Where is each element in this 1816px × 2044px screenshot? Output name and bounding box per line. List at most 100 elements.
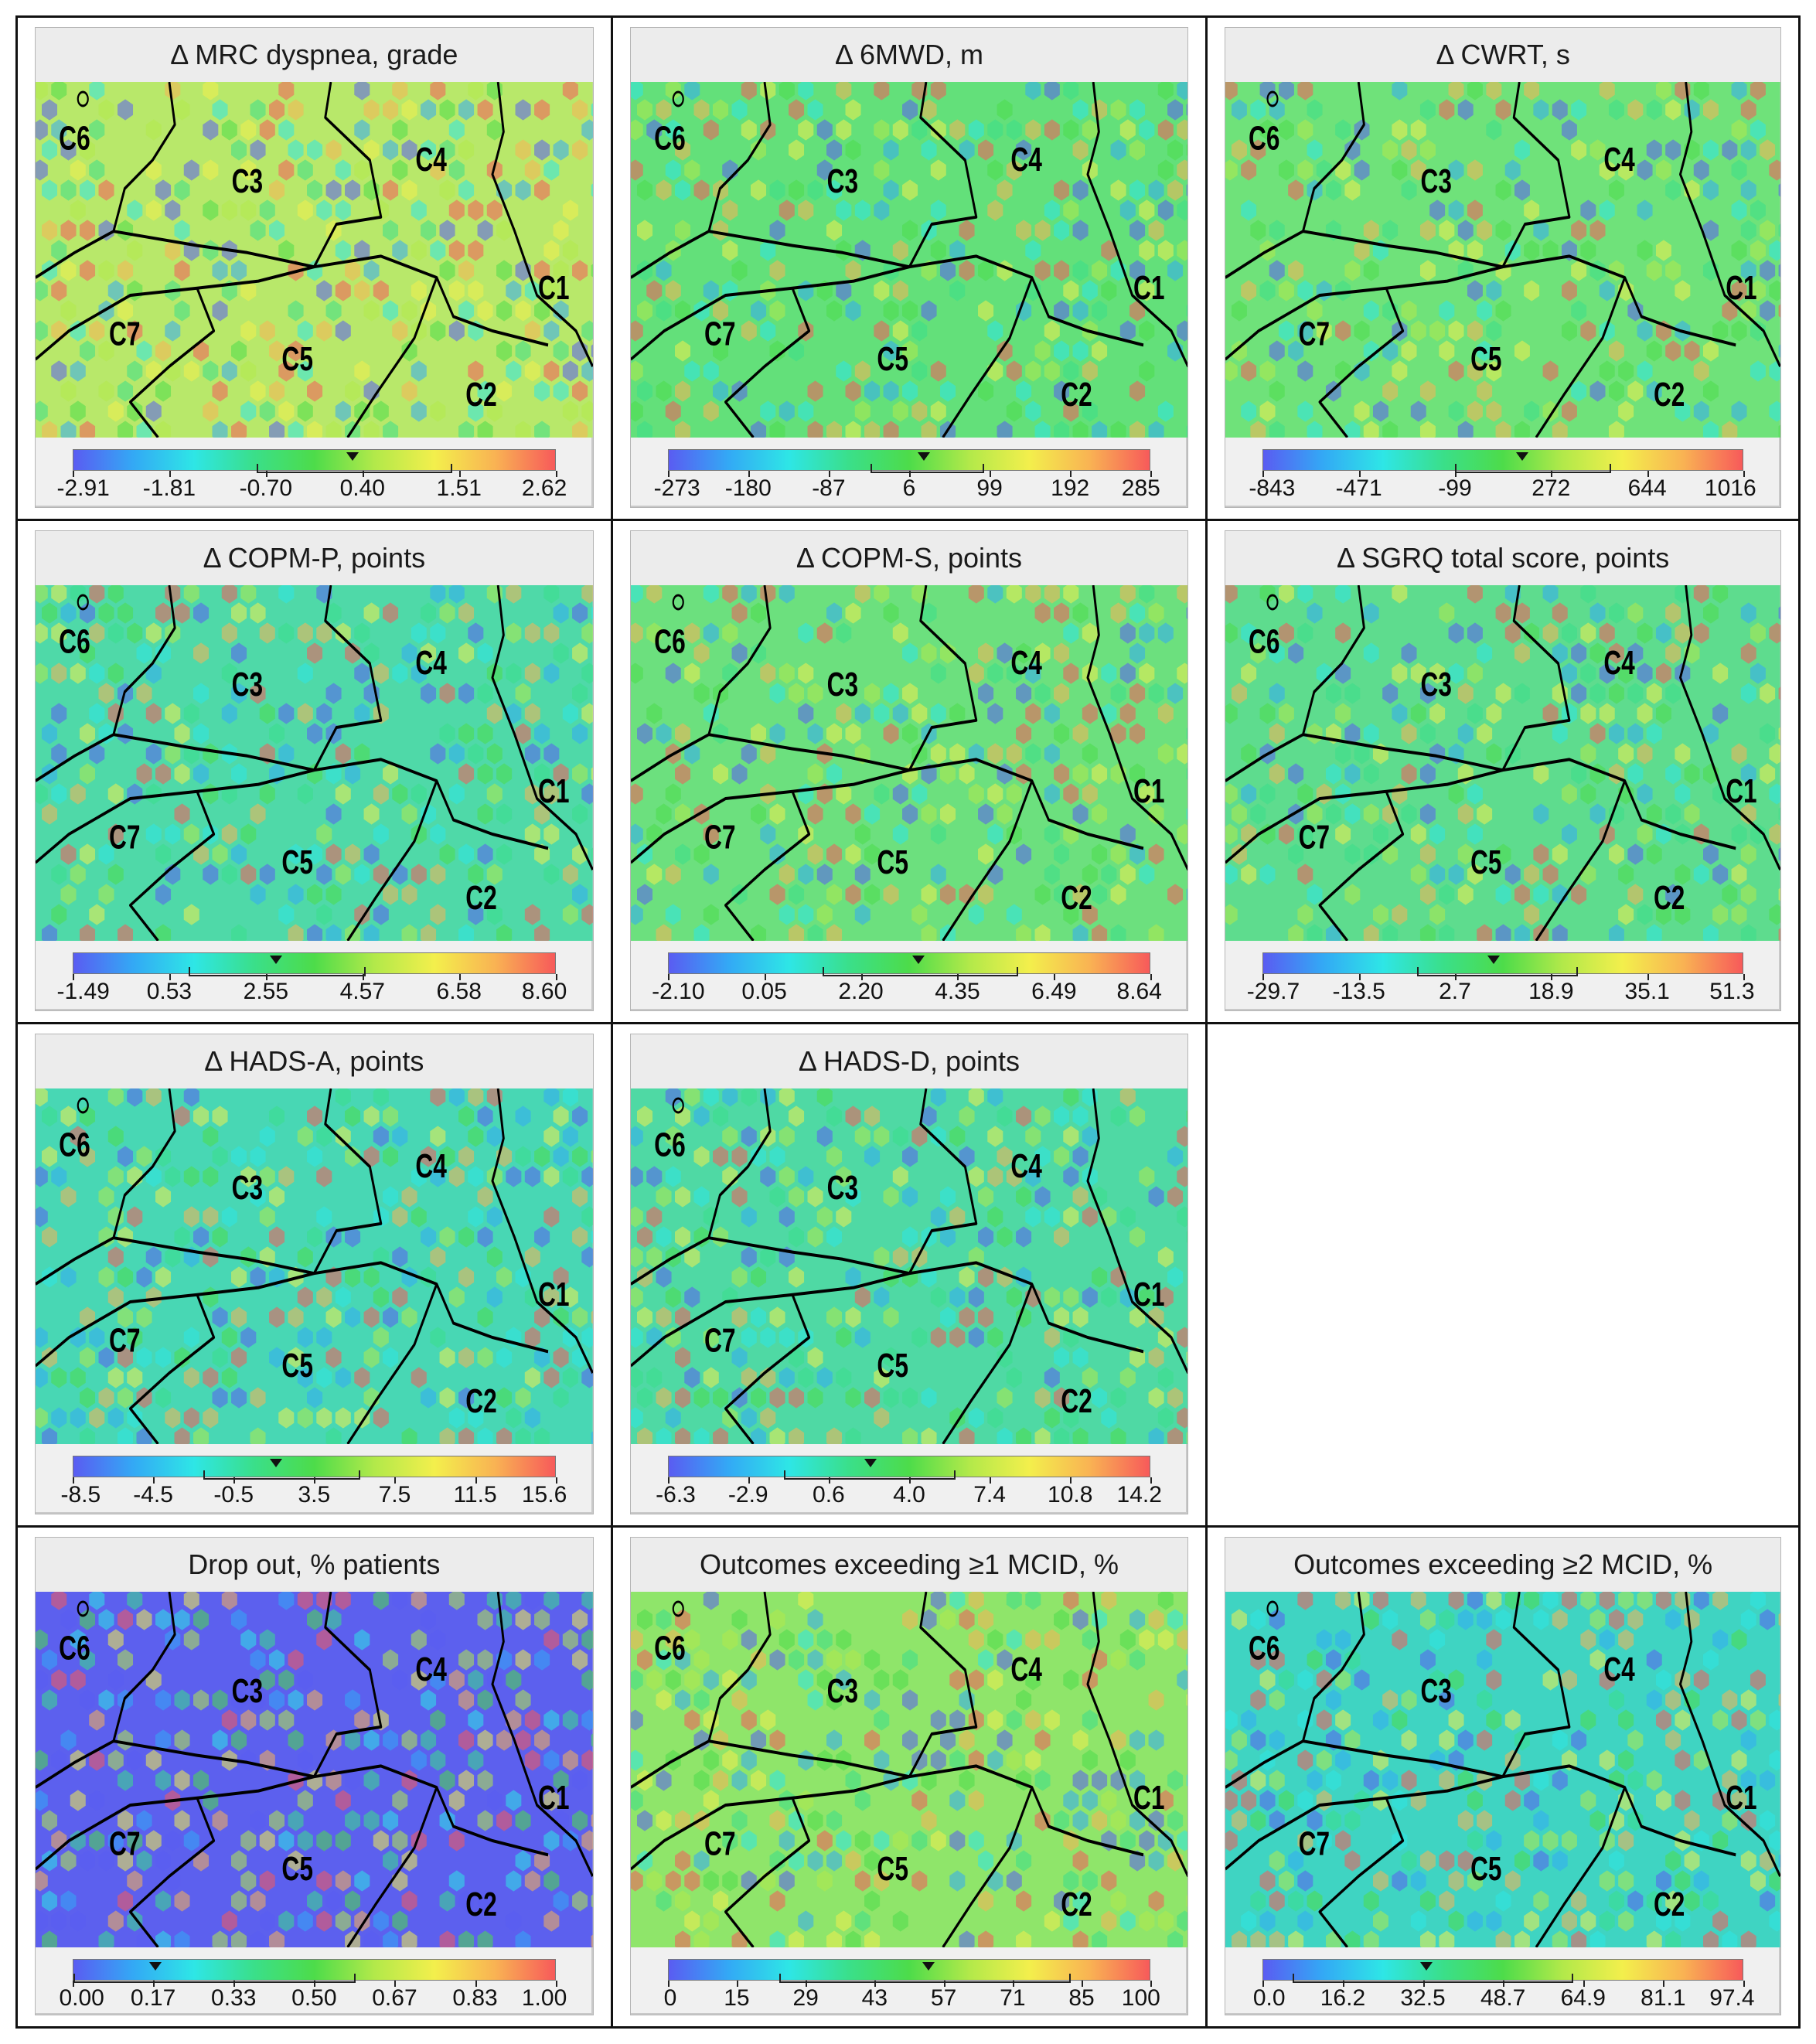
colorbar-tick-label: 0.83 (452, 1985, 498, 2011)
som-node (524, 904, 540, 925)
colorbar-tick-label: 2.20 (838, 979, 884, 1004)
som-node (581, 1206, 593, 1228)
som-node (1062, 1126, 1078, 1147)
som-node (335, 1088, 351, 1107)
colorbar-tick-label: 1016 (1704, 475, 1756, 501)
som-node (788, 924, 804, 941)
cluster-border (313, 82, 383, 268)
som-node (1110, 683, 1126, 704)
som-node (1486, 1709, 1502, 1731)
som-node (553, 300, 569, 322)
colorbar-ticks: -8.5 -4.5 -0.5 3.5 7.5 11.5 15.6 (60, 1477, 567, 1511)
colorbar-tick-label: 100 (1121, 1985, 1160, 2011)
som-node (1326, 1770, 1342, 1791)
som-node (1053, 220, 1069, 241)
som-node (70, 1126, 86, 1147)
som-node (1675, 743, 1691, 765)
som-node (1731, 743, 1747, 765)
som-node (1373, 1910, 1389, 1932)
som-node (401, 884, 417, 905)
som-node (1110, 1729, 1126, 1751)
som-node (1044, 1910, 1060, 1932)
som-node (1703, 380, 1719, 402)
som-node (1778, 424, 1780, 438)
som-node (646, 622, 662, 644)
som-node (1600, 622, 1616, 644)
som-node (562, 1126, 578, 1147)
som-node (543, 1126, 560, 1147)
som-node (1297, 159, 1313, 181)
som-node (269, 1186, 285, 1208)
som-node (1006, 1166, 1022, 1187)
som-node (448, 1830, 465, 1852)
som-node (1335, 783, 1351, 805)
som-node (1477, 340, 1493, 362)
som-node (1157, 1407, 1174, 1429)
som-node (1533, 1609, 1549, 1630)
som-node (307, 1105, 323, 1127)
cluster-label: C4 (1010, 1147, 1042, 1185)
som-node (421, 683, 437, 704)
som-node (939, 803, 956, 825)
som-node (345, 1306, 361, 1328)
som-node (883, 340, 899, 362)
som-node (630, 1246, 643, 1268)
som-node (212, 99, 228, 121)
som-node (1110, 1649, 1126, 1671)
som-node (665, 1286, 681, 1308)
som-node (1618, 663, 1634, 684)
som-node (1053, 642, 1069, 664)
origin-marker (1266, 1600, 1279, 1617)
som-node (1731, 783, 1747, 805)
som-node (1167, 99, 1183, 121)
som-node (118, 300, 134, 322)
som-node (1420, 421, 1436, 438)
som-node (1514, 139, 1531, 161)
som-node (1703, 340, 1719, 362)
som-node (1712, 663, 1729, 684)
som-node (1467, 320, 1484, 342)
som-node (1186, 606, 1188, 620)
som-node (231, 260, 247, 281)
cluster-label: C1 (538, 1276, 570, 1313)
som-node (221, 663, 237, 684)
som-node (1259, 703, 1276, 724)
som-node (325, 421, 342, 438)
som-node (155, 1387, 172, 1409)
som-node (892, 823, 908, 845)
som-node (1703, 1890, 1719, 1912)
som-node (1297, 823, 1313, 845)
colorbar-tick-label: 0.05 (741, 979, 787, 1004)
som-node (1495, 1930, 1511, 1947)
som-node (486, 400, 503, 422)
som-node (51, 1367, 67, 1388)
som-node (1609, 1689, 1625, 1711)
som-node (411, 1629, 427, 1651)
som-node (165, 240, 181, 261)
som-node (325, 924, 342, 941)
som-node (1609, 1850, 1625, 1872)
som-node (51, 622, 67, 644)
som-node (1015, 220, 1031, 241)
colorbar-tickmark (1454, 471, 1457, 477)
som-node (930, 1088, 946, 1107)
som-node (468, 1407, 484, 1429)
som-node (354, 360, 370, 382)
som-node (36, 622, 48, 644)
som-node (477, 1186, 493, 1208)
som-node (421, 602, 437, 624)
som-node (572, 380, 588, 402)
som-node (401, 340, 417, 362)
som-node (1072, 1186, 1089, 1208)
som-node (797, 1166, 813, 1187)
som-node (80, 1609, 96, 1630)
som-node (1750, 320, 1767, 342)
som-node (1373, 904, 1389, 925)
som-node (1524, 400, 1540, 422)
som-node (250, 602, 266, 624)
som-node (1665, 1729, 1681, 1751)
som-node (693, 642, 710, 664)
som-panel: Δ COPM-P, points C1 C2 C3 C4 C5 C6 C7 -1.49 0.53 2… (35, 530, 594, 1011)
som-node (683, 1870, 700, 1892)
som-node (1580, 585, 1596, 604)
